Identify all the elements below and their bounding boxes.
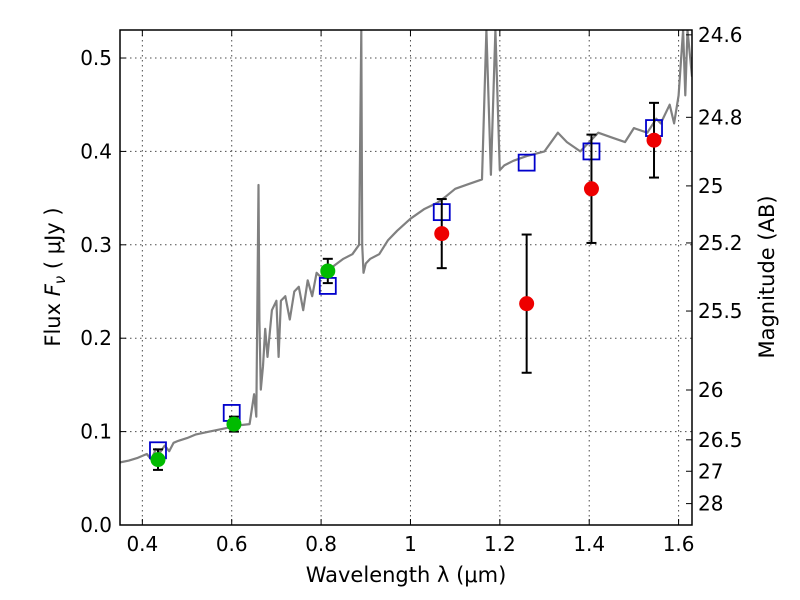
x-tick-label: 1.2 <box>484 532 516 556</box>
optical-photometry-point <box>226 416 242 432</box>
y-axis-title: Flux Fν ( μJy ) <box>41 207 69 346</box>
y-tick-label: 0.1 <box>80 420 112 444</box>
mag-tick-label: 27 <box>698 459 723 483</box>
y-axis-title-prefix: Flux <box>41 296 65 346</box>
mag-tick-label: 24.8 <box>698 105 743 129</box>
nir-photometry-point <box>434 226 450 242</box>
optical-photometry-point <box>320 263 336 279</box>
y2-axis-title: Magnitude (AB) <box>755 195 779 358</box>
grid-lines <box>120 30 692 525</box>
y-axis-title-symbol: F <box>41 283 65 296</box>
x-tick-label: 0.4 <box>126 532 158 556</box>
optical-photometry-point <box>150 452 166 468</box>
x-tick-label: 1.4 <box>573 532 605 556</box>
plot-data <box>120 30 692 471</box>
mag-tick-label: 26.5 <box>698 428 743 452</box>
mag-tick-label: 28 <box>698 492 723 516</box>
model-mag-square <box>517 153 536 172</box>
y-axis-title-subscript: ν <box>51 276 69 284</box>
nir-photometry-point <box>583 181 599 197</box>
y-axis-title-unit: ( μJy ) <box>41 207 65 275</box>
mag-tick-label: 24.6 <box>698 23 743 47</box>
x-tick-label: 1.6 <box>663 532 695 556</box>
mag-tick-label: 26 <box>698 378 723 402</box>
y-tick-label: 0.4 <box>80 139 112 163</box>
mag-tick-label: 25.5 <box>698 299 743 323</box>
x-tick-label: 0.8 <box>305 532 337 556</box>
y-tick-label: 0.0 <box>80 513 112 537</box>
y-tick-label: 0.3 <box>80 233 112 257</box>
y-tick-label: 0.5 <box>80 46 112 70</box>
mag-tick-label: 25 <box>698 174 723 198</box>
mag-tick-label: 25.2 <box>698 231 743 255</box>
nir-photometry-point <box>646 132 662 148</box>
x-axis-title: Wavelength λ (μm) <box>306 563 507 587</box>
x-tick-label: 0.6 <box>216 532 248 556</box>
x-tick-label: 1 <box>404 532 417 556</box>
nir-photometry-point <box>519 296 535 312</box>
y-tick-label: 0.2 <box>80 326 112 350</box>
axis-ticks: 0.4 0.6 0.8 1 1.2 1.4 1.6 0.0 0.1 0.2 0.3 0.4 0.5 24.… <box>80 23 742 556</box>
model-sed-line <box>120 30 692 464</box>
plot-frame <box>119 29 693 526</box>
